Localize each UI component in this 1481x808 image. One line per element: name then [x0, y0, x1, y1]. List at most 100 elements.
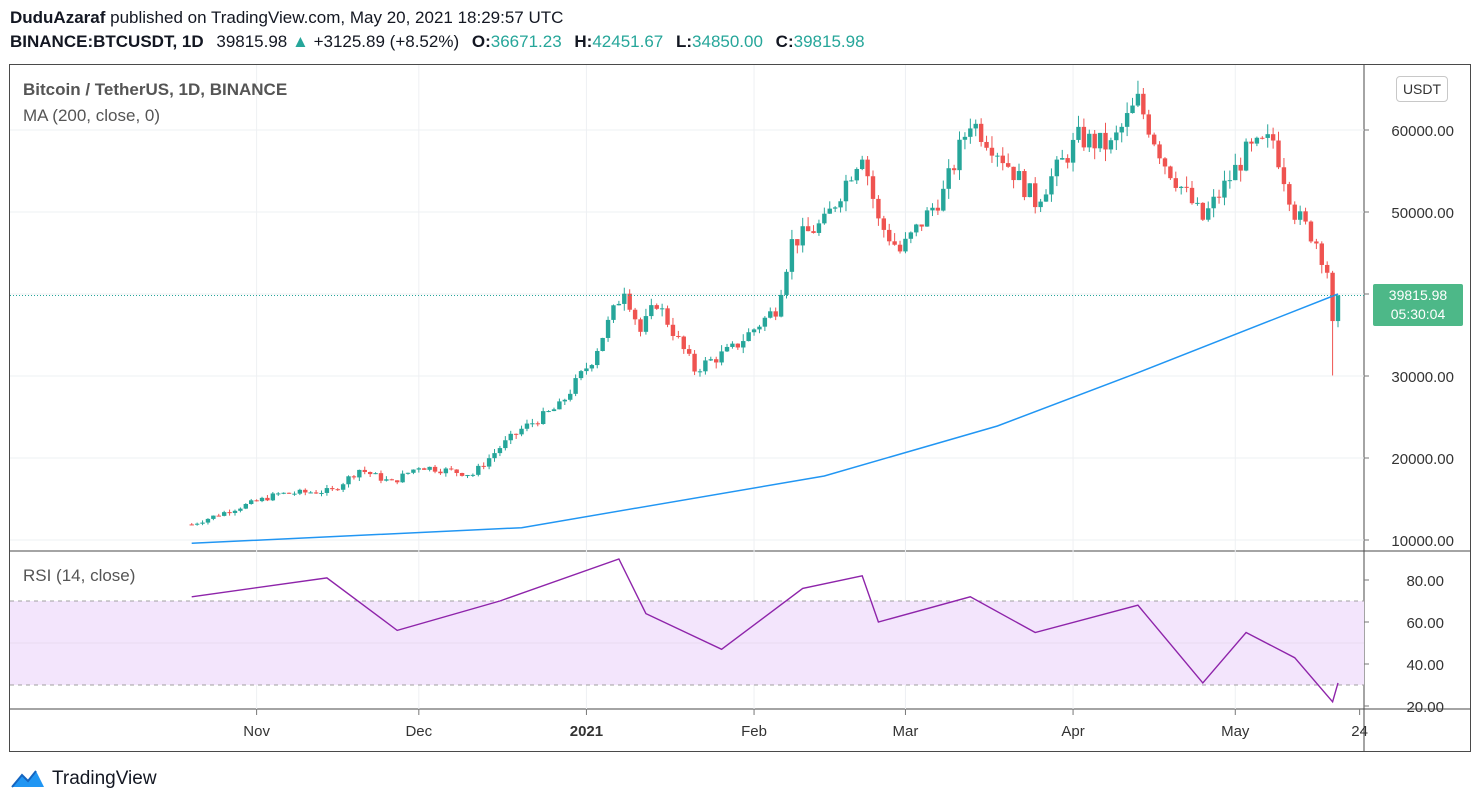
candle-down — [1270, 134, 1276, 141]
candle-down — [1292, 204, 1297, 220]
candle-down — [216, 515, 221, 517]
candle-down — [1303, 211, 1308, 222]
low-value: 34850.00 — [692, 32, 763, 51]
publish-info: published on TradingView.com, May 20, 20… — [105, 8, 564, 27]
price-axis-label: 60000.00 — [1391, 123, 1454, 140]
x-tick-label: May — [1221, 723, 1250, 740]
candle-down — [432, 466, 438, 472]
candle-down — [1000, 155, 1005, 164]
candle-down — [692, 353, 697, 372]
candle-up — [1097, 132, 1103, 149]
candle-down — [351, 476, 357, 478]
candle-up — [762, 317, 768, 327]
chart-frame — [9, 64, 1471, 752]
candle-up — [1114, 132, 1119, 141]
candle-up — [1206, 208, 1211, 220]
price-axis-label: 50000.00 — [1391, 205, 1454, 222]
candle-up — [476, 465, 481, 475]
candle-up — [1130, 105, 1135, 114]
candle-up — [346, 476, 351, 485]
candle-down — [1173, 178, 1178, 188]
candle-down — [394, 480, 400, 483]
candle-up — [914, 224, 919, 233]
high-value: 42451.67 — [592, 32, 664, 51]
up-arrow-icon: ▲ — [292, 32, 309, 51]
candle-down — [481, 465, 486, 467]
ma-legend[interactable]: MA (200, close, 0) — [23, 106, 161, 125]
candle-up — [724, 346, 730, 352]
candle-up — [741, 341, 746, 348]
candle-down — [1146, 114, 1151, 135]
candle-up — [568, 393, 573, 400]
candle-up — [1038, 201, 1043, 208]
currency-button[interactable]: USDT — [1396, 76, 1448, 102]
candle-up — [443, 468, 449, 474]
candle-down — [865, 159, 870, 177]
candle-down — [735, 343, 741, 348]
candle-up — [249, 500, 254, 505]
candle-down — [627, 293, 632, 310]
candle-down — [1276, 140, 1281, 168]
candle-up — [1233, 164, 1238, 181]
candle-up — [1049, 176, 1054, 195]
candle-up — [1265, 134, 1270, 138]
candle-up — [308, 492, 313, 494]
open-value: 36671.23 — [490, 32, 562, 51]
candle-up — [416, 468, 422, 470]
candle-up — [962, 136, 968, 140]
candle-up — [276, 493, 281, 495]
candle-up — [595, 350, 600, 366]
candle-up — [357, 469, 362, 478]
chart-title: Bitcoin / TetherUS, 1D, BINANCE — [23, 80, 288, 99]
candle-down — [892, 241, 897, 245]
candle-down — [714, 359, 719, 363]
candle-down — [330, 488, 335, 490]
candle-up — [411, 469, 416, 473]
candle-up — [600, 337, 605, 351]
candle-down — [638, 319, 643, 332]
candle-up — [503, 440, 508, 449]
candle-down — [1189, 187, 1195, 204]
candle-up — [281, 492, 286, 494]
candle-down — [189, 524, 194, 526]
candle-up — [1054, 159, 1060, 177]
candle-up — [519, 428, 524, 435]
rsi-axis-label: 60.00 — [1406, 615, 1444, 632]
candle-up — [194, 523, 200, 525]
candle-up — [551, 409, 557, 412]
price-axis-label: 20000.00 — [1391, 451, 1454, 468]
candle-down — [362, 469, 367, 472]
candle-down — [438, 471, 443, 474]
candle-up — [270, 493, 276, 501]
candle-up — [784, 271, 789, 295]
candle-down — [1216, 196, 1222, 198]
rsi-legend[interactable]: RSI (14, close) — [23, 566, 136, 585]
candle-up — [789, 239, 795, 272]
candle-up — [259, 497, 265, 502]
author-name[interactable]: DuduAzaraf — [10, 8, 106, 27]
candle-up — [373, 473, 378, 475]
candle-down — [887, 229, 892, 242]
candle-down — [1260, 137, 1265, 139]
price-chart[interactable]: Nov Dec 2021 Feb Mar Apr May 24 10000.00 20000.00… — [10, 65, 1470, 751]
candle-down — [265, 497, 270, 501]
candle-down — [389, 479, 394, 481]
x-tick-label: Nov — [243, 723, 270, 740]
candle-up — [405, 472, 411, 474]
candle-up — [205, 518, 211, 523]
candle-up — [1087, 133, 1092, 148]
candle-up — [757, 326, 762, 330]
candle-down — [513, 433, 519, 435]
candle-up — [589, 365, 595, 369]
candle-down — [1005, 163, 1011, 167]
x-tick-label: Dec — [405, 723, 432, 740]
candle-down — [670, 324, 676, 336]
candle-down — [773, 311, 778, 317]
candle-up — [968, 128, 973, 137]
candle-up — [232, 510, 238, 513]
close-value: 39815.98 — [793, 32, 865, 51]
footer-brand[interactable]: TradingView — [10, 768, 157, 790]
candle-down — [227, 512, 232, 514]
candle-up — [1178, 186, 1184, 188]
candle-down — [632, 309, 638, 320]
